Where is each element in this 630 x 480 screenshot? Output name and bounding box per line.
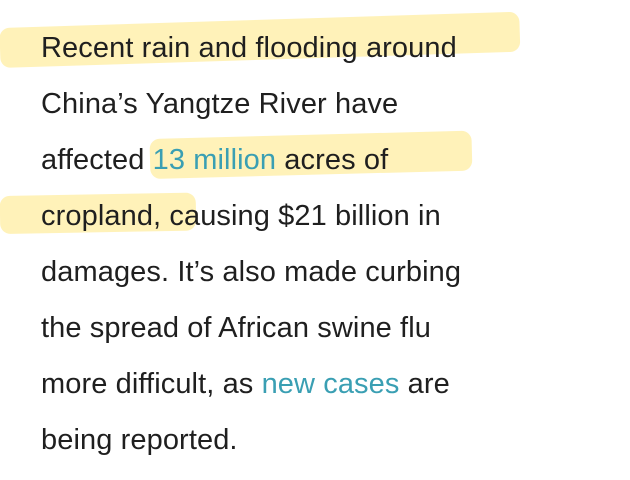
text-segment: acres of <box>276 144 389 176</box>
text-segment: being reported. <box>41 424 238 456</box>
text-segment: cropland, <box>41 200 162 232</box>
text-segment: the spread of African swine flu <box>41 312 431 344</box>
text-segment: causing $21 billion in <box>161 200 441 232</box>
text-segment: affected <box>41 144 153 176</box>
text-segment: damages. It’s also made curbing <box>41 256 462 288</box>
text-segment: are <box>399 368 450 400</box>
text-segment: China’s Yangtze River have <box>41 88 399 120</box>
paragraph-line: Recent rain and flooding around <box>41 28 457 68</box>
paragraph-line: more difficult, as new cases are <box>41 364 450 404</box>
paragraph-line: being reported. <box>41 420 238 460</box>
paragraph-line: affected 13 million acres of <box>41 140 388 180</box>
paragraph-line: damages. It’s also made curbing <box>41 252 461 292</box>
text-segment: Recent rain and flooding around <box>41 32 457 64</box>
text-segment: more difficult, as <box>41 368 262 400</box>
paragraph-line: cropland, causing $21 billion in <box>41 196 441 236</box>
paragraph-line: the spread of African swine flu <box>41 308 431 348</box>
link-13-million[interactable]: 13 million <box>152 144 277 176</box>
paragraph-line: China’s Yangtze River have <box>41 84 398 124</box>
link-new-cases[interactable]: new cases <box>261 368 400 400</box>
